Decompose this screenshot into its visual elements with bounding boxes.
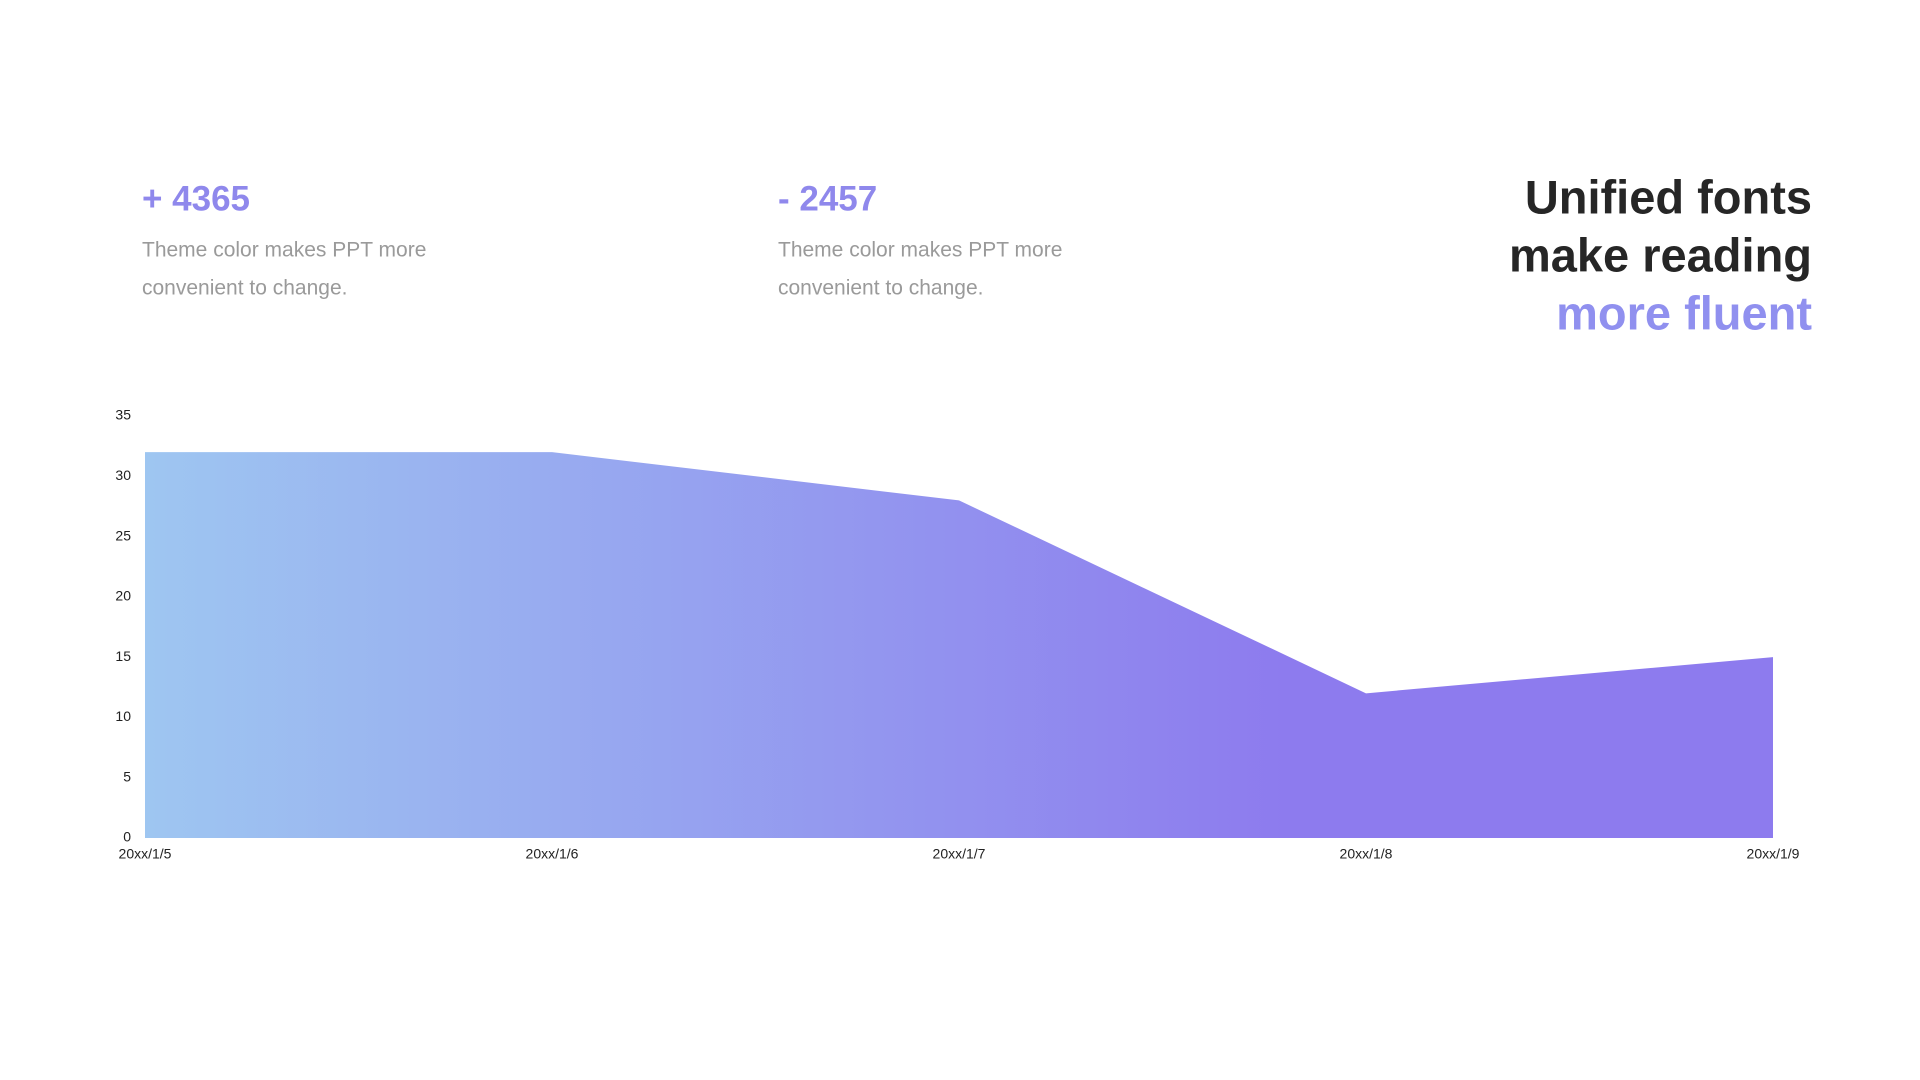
- stat-desc: convenient to change.: [142, 277, 348, 300]
- y-tick-label: 30: [115, 467, 131, 483]
- stat-value: - 2457: [778, 179, 877, 218]
- headline: Unified fonts: [1525, 170, 1812, 223]
- stat-desc: Theme color makes PPT more: [142, 239, 426, 262]
- x-tick-label: 20xx/1/6: [526, 846, 579, 862]
- y-tick-label: 5: [123, 768, 131, 784]
- stat-value: + 4365: [142, 179, 250, 218]
- area: [145, 452, 1773, 838]
- stat-desc: convenient to change.: [778, 277, 984, 300]
- y-tick-label: 15: [115, 648, 131, 664]
- x-tick-label: 20xx/1/9: [1747, 846, 1800, 862]
- y-tick-label: 35: [115, 407, 131, 423]
- x-tick-label: 20xx/1/5: [119, 846, 172, 862]
- x-tick-label: 20xx/1/8: [1340, 846, 1393, 862]
- x-tick-label: 20xx/1/7: [933, 846, 986, 862]
- y-tick-label: 0: [123, 829, 131, 845]
- headline-accent: more fluent: [1556, 286, 1812, 339]
- y-tick-label: 10: [115, 708, 131, 724]
- y-tick-label: 25: [115, 527, 131, 543]
- y-tick-label: 20: [115, 588, 131, 604]
- stat-desc: Theme color makes PPT more: [778, 239, 1062, 262]
- headline: make reading: [1509, 228, 1812, 281]
